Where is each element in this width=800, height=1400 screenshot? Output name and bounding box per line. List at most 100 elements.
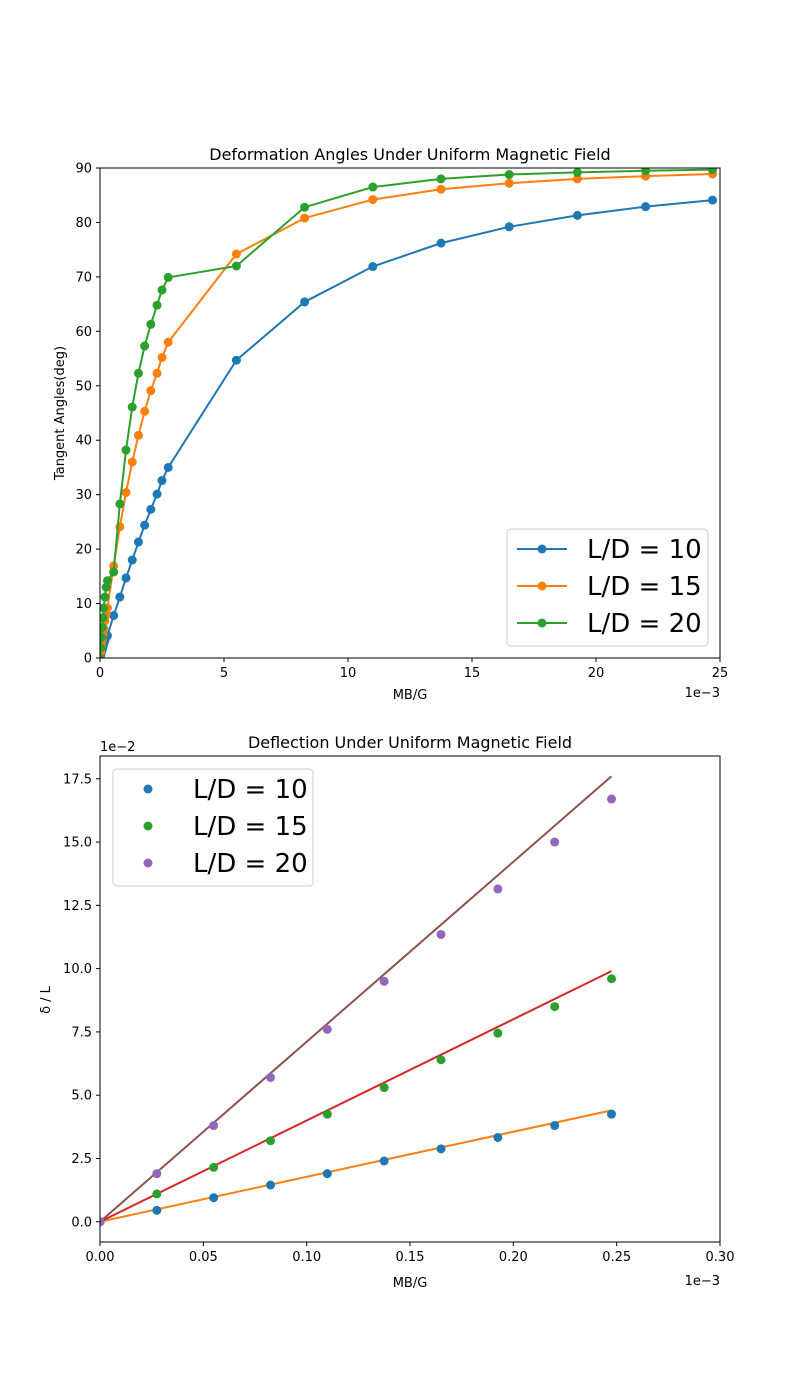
data-point xyxy=(322,1109,332,1119)
y-tick-label: 70 xyxy=(75,270,92,285)
y-tick-label: 5.0 xyxy=(71,1089,92,1104)
data-point xyxy=(127,402,137,412)
data-point xyxy=(152,1169,162,1179)
data-point xyxy=(127,555,137,565)
data-point xyxy=(140,520,150,530)
x-tick-label: 0.10 xyxy=(292,1250,321,1265)
data-point xyxy=(163,337,173,347)
data-point xyxy=(133,537,143,547)
data-point xyxy=(157,476,167,486)
y-tick-label: 30 xyxy=(75,488,92,503)
y-offset-text: 1e−2 xyxy=(100,740,135,755)
y-tick-label: 50 xyxy=(75,379,92,394)
y-tick-label: 7.5 xyxy=(71,1025,92,1040)
data-point xyxy=(115,499,125,509)
data-point xyxy=(100,603,109,613)
data-point xyxy=(504,170,514,180)
data-point xyxy=(140,341,150,351)
x-axis-label: MB/G xyxy=(393,688,428,703)
y-tick-label: 15.0 xyxy=(63,836,92,851)
x-tick-label: 0.00 xyxy=(86,1250,115,1265)
y-tick-label: 10 xyxy=(75,597,92,612)
y-tick-label: 2.5 xyxy=(71,1152,92,1167)
x-tick-label: 0.15 xyxy=(396,1250,425,1265)
data-point xyxy=(641,168,651,176)
legend-marker xyxy=(143,821,153,831)
data-point xyxy=(133,368,143,378)
data-point xyxy=(102,576,112,586)
data-point xyxy=(157,352,167,362)
series-3 xyxy=(100,794,616,1227)
data-point xyxy=(266,1180,275,1190)
data-point xyxy=(100,643,106,653)
data-point xyxy=(100,592,110,602)
data-point xyxy=(300,213,310,223)
data-point xyxy=(152,1205,162,1215)
y-tick-label: 17.5 xyxy=(63,772,92,787)
x-tick-label: 0.30 xyxy=(706,1250,735,1265)
data-point xyxy=(322,1024,332,1034)
x-tick-label: 0.05 xyxy=(189,1250,218,1265)
data-point xyxy=(641,202,651,212)
data-point xyxy=(146,386,156,396)
data-point xyxy=(436,174,446,184)
data-point xyxy=(368,182,378,192)
data-point xyxy=(100,613,108,623)
data-point xyxy=(127,457,137,467)
y-tick-label: 12.5 xyxy=(63,899,92,914)
y-tick-label: 60 xyxy=(75,325,92,340)
plot-area xyxy=(100,168,718,658)
x-offset-text: 1e−3 xyxy=(685,1274,720,1289)
legend: L/D = 10 L/D = 15 L/D = 20 xyxy=(506,528,709,647)
data-point xyxy=(379,1156,389,1166)
data-point xyxy=(100,1217,105,1227)
x-offset-text: 1e−3 xyxy=(685,686,720,701)
data-point xyxy=(163,462,173,472)
series-2 xyxy=(100,974,616,1227)
data-point xyxy=(146,319,156,329)
data-point xyxy=(300,202,310,212)
data-point xyxy=(379,1083,389,1093)
data-point xyxy=(550,1121,560,1131)
data-point xyxy=(100,623,107,633)
data-point xyxy=(322,1169,332,1179)
x-tick-label: 0.25 xyxy=(602,1250,631,1265)
data-point xyxy=(436,184,446,194)
data-point xyxy=(607,1109,616,1119)
legend: L/D = 10 L/D = 15 L/D = 20 xyxy=(112,768,314,887)
data-point xyxy=(266,1136,275,1146)
data-point xyxy=(708,195,718,205)
plot-frame xyxy=(99,167,721,659)
data-point xyxy=(266,1072,275,1082)
data-point xyxy=(121,445,131,455)
x-tick-label: 15 xyxy=(464,666,481,681)
legend-label: L/D = 15 xyxy=(587,572,702,602)
series-1 xyxy=(100,1109,616,1227)
data-point xyxy=(163,272,173,282)
data-point xyxy=(708,168,718,175)
legend-label: L/D = 20 xyxy=(193,849,308,879)
data-point xyxy=(436,1144,446,1154)
data-point xyxy=(231,355,241,365)
data-point xyxy=(493,1132,503,1142)
data-point xyxy=(157,285,167,295)
legend-label: L/D = 10 xyxy=(193,775,308,805)
data-point xyxy=(121,487,131,497)
tangent-angle-chart: Deformation Angles Under Uniform Magneti… xyxy=(53,145,728,703)
y-axis-label: δ / L xyxy=(39,985,54,1014)
y-tick-label: 90 xyxy=(75,162,92,177)
data-point xyxy=(100,653,105,658)
data-point xyxy=(152,368,162,378)
legend-label: L/D = 20 xyxy=(587,609,702,639)
data-point xyxy=(121,573,131,583)
legend-marker xyxy=(143,784,153,794)
data-point xyxy=(368,195,378,205)
data-point xyxy=(436,1055,446,1065)
deflection-chart: Deflection Under Uniform Magnetic Field … xyxy=(39,733,734,1291)
data-point xyxy=(133,430,143,440)
legend-marker xyxy=(537,618,547,628)
data-point xyxy=(231,261,241,271)
legend-marker xyxy=(537,544,547,554)
data-point xyxy=(572,210,582,220)
